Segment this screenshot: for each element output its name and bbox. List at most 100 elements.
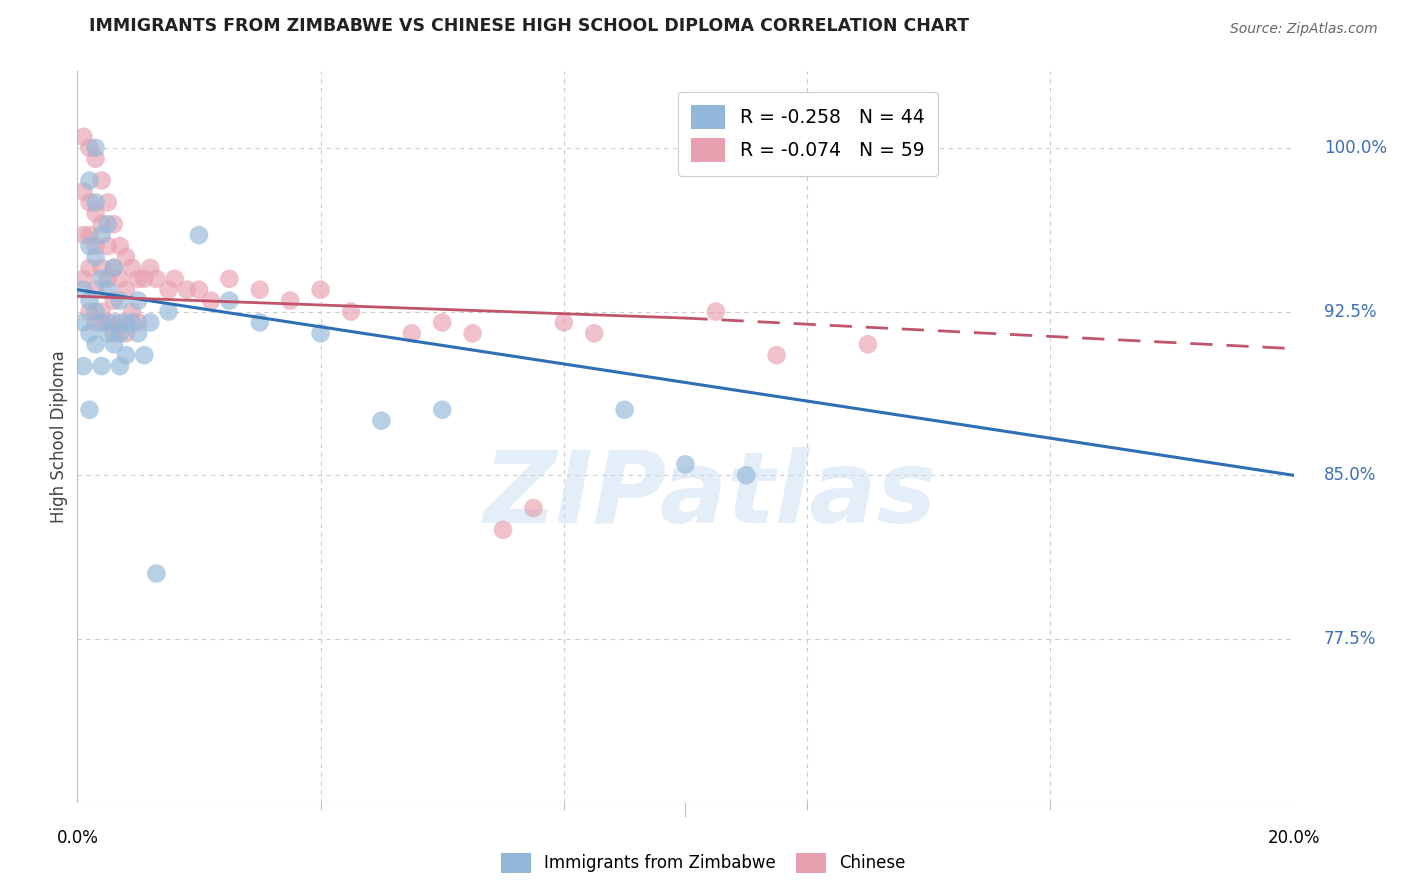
Point — [108, 359, 131, 373]
Point — [97, 272, 120, 286]
Point — [553, 315, 575, 329]
Point — [522, 501, 544, 516]
Point — [115, 283, 138, 297]
Legend: Immigrants from Zimbabwe, Chinese: Immigrants from Zimbabwe, Chinese — [494, 847, 912, 880]
Point — [115, 326, 138, 341]
Text: 85.0%: 85.0% — [1324, 467, 1376, 484]
Point — [163, 272, 186, 286]
Point — [84, 206, 107, 220]
Text: 100.0%: 100.0% — [1324, 139, 1386, 157]
Point — [108, 293, 131, 308]
Text: 77.5%: 77.5% — [1324, 630, 1376, 648]
Point — [430, 315, 453, 329]
Point — [430, 402, 453, 417]
Point — [401, 326, 423, 341]
Point — [97, 315, 120, 329]
Point — [97, 195, 120, 210]
Point — [134, 348, 156, 362]
Point — [735, 468, 758, 483]
Text: IMMIGRANTS FROM ZIMBABWE VS CHINESE HIGH SCHOOL DIPLOMA CORRELATION CHART: IMMIGRANTS FROM ZIMBABWE VS CHINESE HIGH… — [90, 17, 970, 35]
Point — [115, 315, 138, 329]
Point — [79, 195, 101, 210]
Text: Source: ZipAtlas.com: Source: ZipAtlas.com — [1230, 22, 1378, 37]
Point — [90, 315, 112, 329]
Point — [115, 250, 138, 264]
Point — [278, 293, 301, 308]
Point — [127, 326, 149, 341]
Point — [108, 239, 131, 253]
Point — [90, 359, 112, 373]
Point — [103, 326, 125, 341]
Point — [108, 272, 131, 286]
Text: ZIPatlas: ZIPatlas — [484, 447, 936, 544]
Point — [127, 272, 149, 286]
Point — [79, 173, 101, 187]
Point — [84, 141, 107, 155]
Point — [72, 228, 94, 243]
Point — [84, 304, 107, 318]
Point — [145, 566, 167, 581]
Point — [139, 260, 162, 275]
Point — [157, 304, 180, 318]
Point — [84, 195, 107, 210]
Point — [340, 304, 363, 318]
Point — [97, 217, 120, 231]
Point — [675, 458, 697, 472]
Point — [72, 283, 94, 297]
Point — [90, 217, 112, 231]
Point — [72, 359, 94, 373]
Point — [583, 326, 606, 341]
Point — [84, 315, 107, 329]
Point — [613, 402, 636, 417]
Point — [72, 272, 94, 286]
Point — [97, 326, 120, 341]
Point — [121, 304, 143, 318]
Point — [127, 315, 149, 329]
Point — [72, 315, 94, 329]
Point — [79, 228, 101, 243]
Point — [200, 293, 222, 308]
Point — [90, 304, 112, 318]
Point — [134, 272, 156, 286]
Point — [127, 293, 149, 308]
Point — [249, 283, 271, 297]
Point — [309, 283, 332, 297]
Point — [856, 337, 879, 351]
Point — [97, 283, 120, 297]
Text: High School Diploma: High School Diploma — [51, 351, 67, 524]
Point — [79, 402, 101, 417]
Point — [84, 239, 107, 253]
Point — [72, 185, 94, 199]
Point — [84, 337, 107, 351]
Point — [704, 304, 727, 318]
Point — [176, 283, 198, 297]
Point — [188, 283, 211, 297]
Point — [79, 293, 101, 308]
Point — [139, 315, 162, 329]
Point — [97, 239, 120, 253]
Point — [218, 272, 240, 286]
Point — [492, 523, 515, 537]
Point — [72, 129, 94, 144]
Text: 20.0%: 20.0% — [1267, 829, 1320, 847]
Point — [461, 326, 484, 341]
Point — [103, 260, 125, 275]
Point — [79, 304, 101, 318]
Point — [103, 217, 125, 231]
Point — [90, 260, 112, 275]
Point — [108, 315, 131, 329]
Point — [103, 260, 125, 275]
Point — [90, 272, 112, 286]
Point — [79, 141, 101, 155]
Point — [103, 337, 125, 351]
Point — [121, 315, 143, 329]
Point — [79, 239, 101, 253]
Point — [103, 293, 125, 308]
Point — [188, 228, 211, 243]
Point — [84, 152, 107, 166]
Point — [145, 272, 167, 286]
Point — [115, 348, 138, 362]
Point — [84, 283, 107, 297]
Point — [309, 326, 332, 341]
Text: 92.5%: 92.5% — [1324, 302, 1376, 320]
